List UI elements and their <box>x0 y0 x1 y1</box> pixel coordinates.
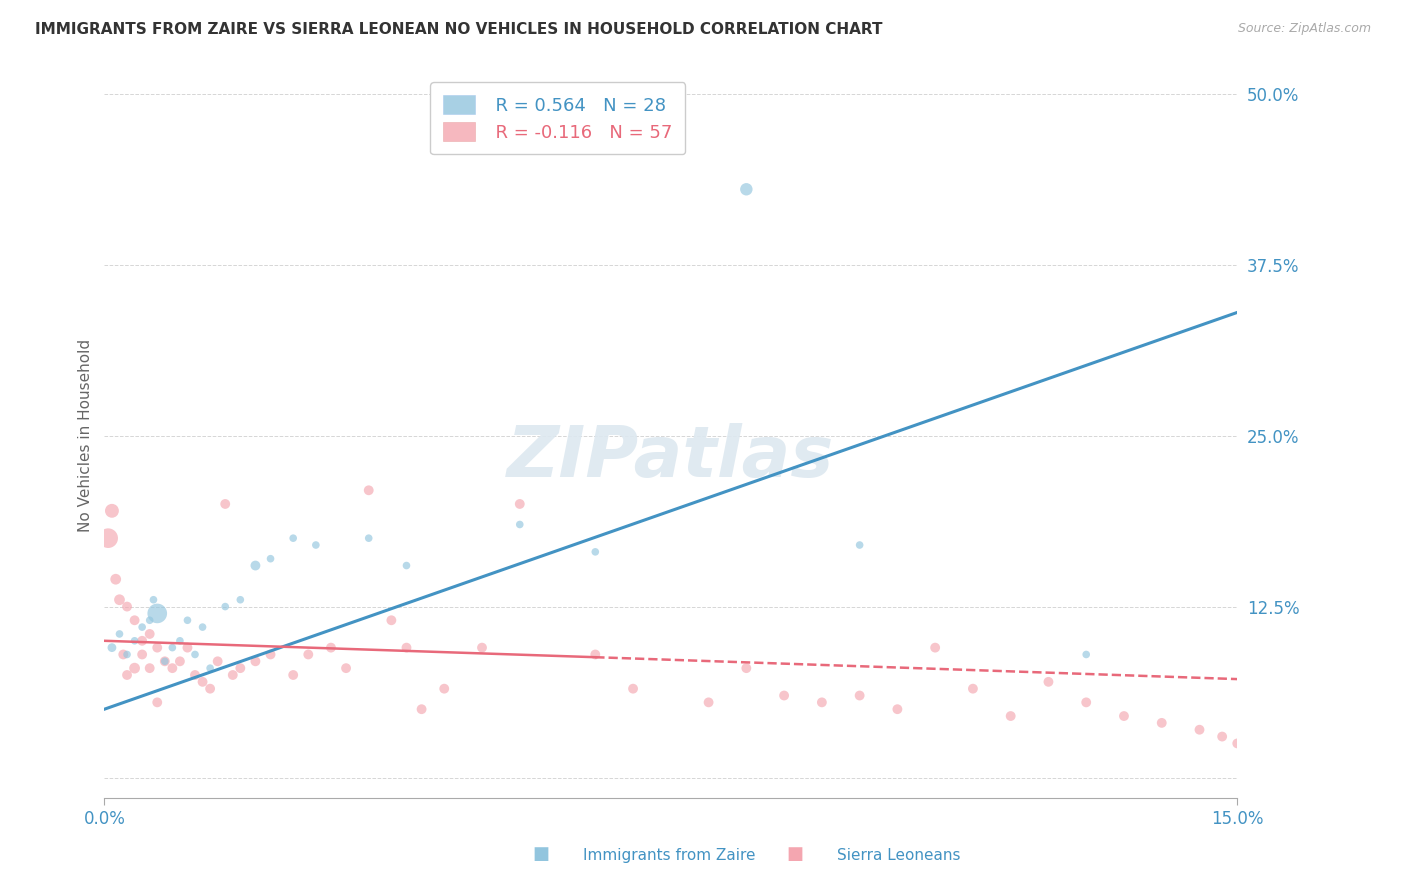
Text: ZIPatlas: ZIPatlas <box>508 423 835 491</box>
Point <box>229 592 252 607</box>
Point <box>1211 730 1233 744</box>
Point <box>184 668 207 682</box>
Y-axis label: No Vehicles in Household: No Vehicles in Household <box>79 339 93 533</box>
Point <box>142 592 165 607</box>
Point <box>101 640 124 655</box>
Point <box>153 654 176 668</box>
Point <box>222 668 245 682</box>
Point <box>319 640 342 655</box>
Point <box>773 689 796 703</box>
Point <box>191 674 214 689</box>
Point <box>101 504 124 518</box>
Point <box>583 545 606 559</box>
Point <box>735 182 758 196</box>
Point <box>198 661 221 675</box>
Point <box>184 648 207 662</box>
Point <box>1076 648 1098 662</box>
Point <box>214 497 236 511</box>
Point <box>259 551 281 566</box>
Text: Sierra Leoneans: Sierra Leoneans <box>837 848 960 863</box>
Point <box>124 613 146 627</box>
Point <box>509 517 531 532</box>
Point <box>433 681 456 696</box>
Point <box>108 592 131 607</box>
Point <box>245 558 267 573</box>
Point <box>357 531 380 545</box>
Point <box>229 661 252 675</box>
Point <box>848 538 870 552</box>
Point <box>1150 715 1173 730</box>
Point <box>153 654 176 668</box>
Point <box>583 648 606 662</box>
Point <box>138 661 160 675</box>
Point <box>283 531 305 545</box>
Point <box>198 681 221 696</box>
Point <box>297 648 319 662</box>
Point <box>283 668 305 682</box>
Point <box>305 538 328 552</box>
Point <box>138 627 160 641</box>
Point <box>162 640 184 655</box>
Point <box>146 695 169 709</box>
Legend:   R = 0.564   N = 28,   R = -0.116   N = 57: R = 0.564 N = 28, R = -0.116 N = 57 <box>430 82 685 154</box>
Point <box>169 654 191 668</box>
Point <box>131 633 153 648</box>
Text: Immigrants from Zaire: Immigrants from Zaire <box>583 848 756 863</box>
Point <box>207 654 229 668</box>
Point <box>621 681 644 696</box>
Point <box>112 648 135 662</box>
Point <box>214 599 236 614</box>
Point <box>1038 674 1060 689</box>
Point <box>124 661 146 675</box>
Point <box>395 640 418 655</box>
Point <box>886 702 908 716</box>
Text: ■: ■ <box>533 846 550 863</box>
Point <box>697 695 720 709</box>
Point <box>924 640 946 655</box>
Point <box>176 613 198 627</box>
Point <box>380 613 402 627</box>
Point <box>471 640 494 655</box>
Point <box>131 620 153 634</box>
Text: Source: ZipAtlas.com: Source: ZipAtlas.com <box>1237 22 1371 36</box>
Point <box>146 640 169 655</box>
Point <box>131 648 153 662</box>
Point <box>124 633 146 648</box>
Point <box>1112 709 1135 723</box>
Point <box>115 648 138 662</box>
Point <box>509 497 531 511</box>
Point <box>169 633 191 648</box>
Point <box>104 572 127 586</box>
Point <box>411 702 433 716</box>
Point <box>115 599 138 614</box>
Point <box>357 483 380 498</box>
Point <box>962 681 984 696</box>
Point <box>146 607 169 621</box>
Point <box>176 640 198 655</box>
Point <box>1000 709 1022 723</box>
Point <box>97 531 120 545</box>
Point <box>1076 695 1098 709</box>
Point <box>848 689 870 703</box>
Text: ■: ■ <box>786 846 803 863</box>
Point <box>395 558 418 573</box>
Point <box>115 668 138 682</box>
Point <box>245 654 267 668</box>
Point <box>191 620 214 634</box>
Point <box>162 661 184 675</box>
Text: IMMIGRANTS FROM ZAIRE VS SIERRA LEONEAN NO VEHICLES IN HOUSEHOLD CORRELATION CHA: IMMIGRANTS FROM ZAIRE VS SIERRA LEONEAN … <box>35 22 883 37</box>
Point <box>108 627 131 641</box>
Point <box>138 613 160 627</box>
Point <box>259 648 281 662</box>
Point <box>1226 736 1249 750</box>
Point <box>811 695 834 709</box>
Point <box>1188 723 1211 737</box>
Point <box>735 661 758 675</box>
Point <box>335 661 357 675</box>
